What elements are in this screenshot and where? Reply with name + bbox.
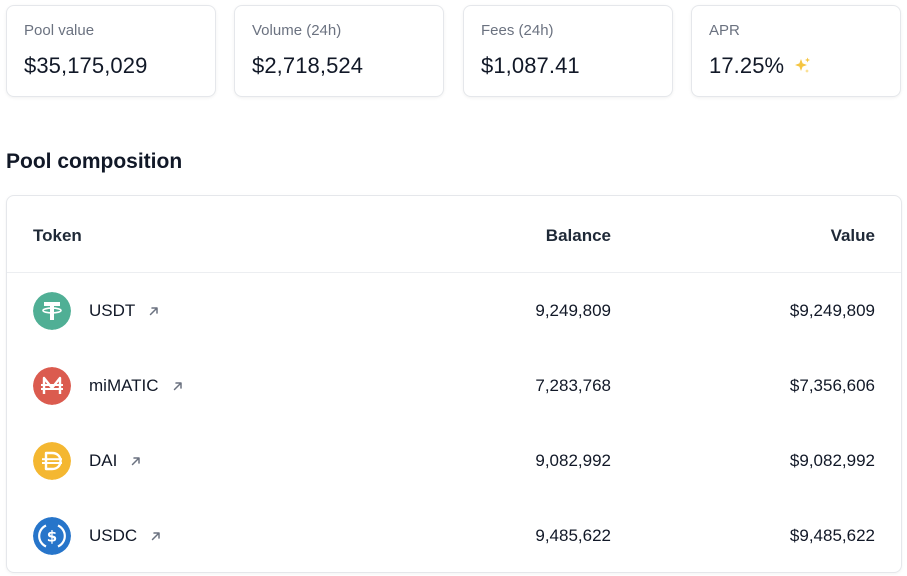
token-balance: 9,249,809 [535,301,611,320]
token-balance: 9,485,622 [535,526,611,545]
token-value: $7,356,606 [789,376,875,395]
token-link[interactable]: miMATIC [89,376,185,396]
table-row: DAI 9,082,992 $9,082,992 [7,424,901,499]
stat-value-text: $1,087.41 [481,53,580,78]
token-link[interactable]: DAI [89,451,143,471]
token-value: $9,485,622 [789,526,875,545]
token-name: USDT [89,301,136,320]
stat-value: $1,087.41 [481,53,580,79]
token-link[interactable]: USDT [89,301,161,321]
token-balance: 7,283,768 [535,376,611,395]
column-header-value: Value [830,226,875,245]
stat-card-apr: APR 17.25% [691,5,901,97]
external-link-icon[interactable] [129,454,143,468]
stat-card-volume: Volume (24h) $2,718,524 [234,5,444,97]
token-value: $9,249,809 [789,301,875,320]
stat-label: Fees (24h) [481,22,554,39]
stat-label: APR [709,22,740,39]
section-title: Pool composition [6,150,183,173]
token-name: DAI [89,451,118,470]
column-header-balance: Balance [545,226,611,245]
usdt-icon [33,292,71,330]
stat-value-text: 17.25% [709,53,785,78]
table-row: miMATIC 7,283,768 $7,356,606 [7,349,901,424]
stat-value: $2,718,524 [252,53,363,79]
token-name: USDC [89,526,138,545]
stat-label: Pool value [24,22,95,39]
svg-text:$: $ [47,528,57,546]
table-header: Token Balance Value [7,196,901,273]
stat-card-fees: Fees (24h) $1,087.41 [463,5,673,97]
mimatic-icon [33,367,71,405]
pool-composition-table: Token Balance Value USDT 9,249,809 $9,24… [6,195,902,573]
external-link-icon[interactable] [149,529,163,543]
stats-bar: Pool value $35,175,029 Volume (24h) $2,7… [6,5,902,97]
token-value: $9,082,992 [789,451,875,470]
token-balance: 9,082,992 [535,451,611,470]
token-name: miMATIC [89,376,159,395]
column-header-token: Token [33,226,82,245]
token-link[interactable]: USDC [89,526,163,546]
stat-value-text: $2,718,524 [252,53,364,78]
external-link-icon[interactable] [171,379,185,393]
table-row: USDT 9,249,809 $9,249,809 [7,274,901,349]
stat-value: 17.25% [709,53,812,79]
stat-value: $35,175,029 [24,53,147,79]
stat-card-pool-value: Pool value $35,175,029 [6,5,216,97]
usdc-icon: $ [33,517,71,555]
external-link-icon[interactable] [147,304,161,318]
stat-label: Volume (24h) [252,22,342,39]
sparkle-icon[interactable] [792,56,812,76]
stat-value-text: $35,175,029 [24,53,148,78]
dai-icon [33,442,71,480]
table-row: $ USDC 9,485,622 $9,485,622 [7,499,901,574]
